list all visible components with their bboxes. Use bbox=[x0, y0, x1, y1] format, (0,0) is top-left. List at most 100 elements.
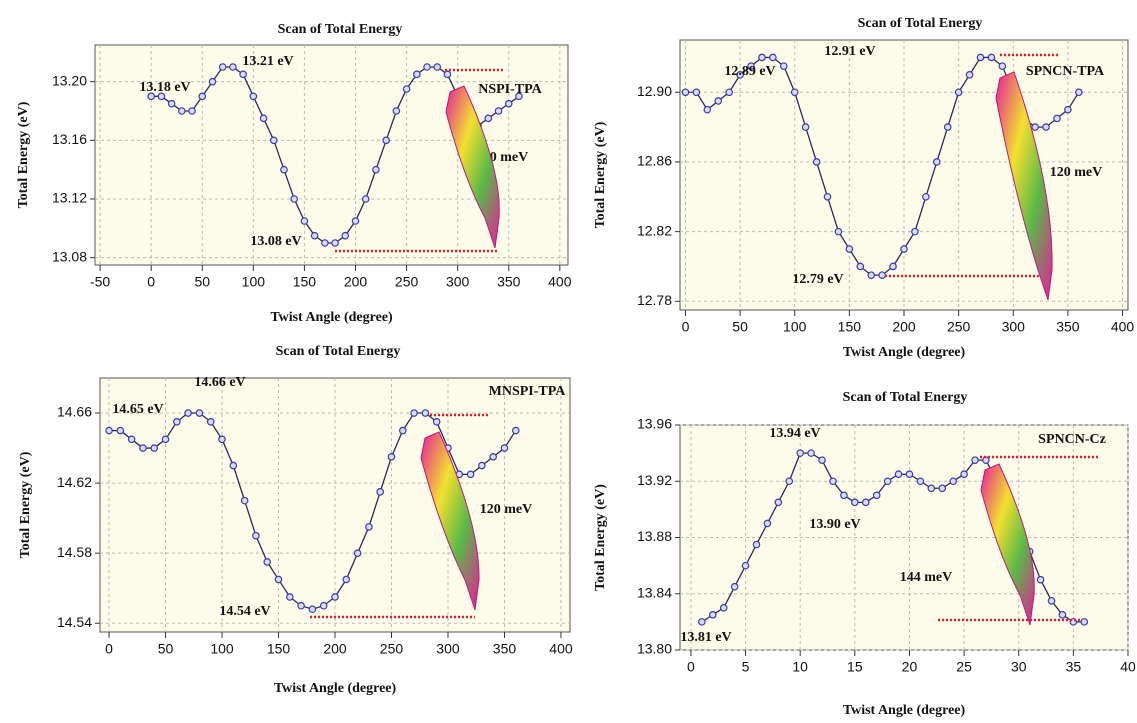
point bbox=[489, 453, 497, 461]
point bbox=[774, 498, 783, 507]
point bbox=[423, 63, 431, 71]
point bbox=[883, 477, 892, 486]
x-tick-label: 350 bbox=[1056, 319, 1080, 335]
point bbox=[851, 498, 859, 507]
point bbox=[147, 92, 155, 101]
point bbox=[218, 435, 226, 444]
x-tick-label: 100 bbox=[783, 319, 807, 335]
point bbox=[252, 531, 260, 540]
y-tick-label: 13.88 bbox=[637, 528, 672, 544]
annotation: 13.90 eV bbox=[809, 517, 860, 532]
x-tick-label: 100 bbox=[210, 641, 234, 657]
x-tick-label: 200 bbox=[892, 319, 916, 335]
point bbox=[218, 63, 227, 71]
point bbox=[818, 456, 826, 464]
x-tick-label: 250 bbox=[947, 319, 971, 335]
annotation: 13.94 eV bbox=[769, 426, 820, 441]
point bbox=[894, 470, 903, 479]
y-tick-label: 13.80 bbox=[637, 641, 672, 657]
point bbox=[259, 114, 268, 123]
point bbox=[365, 523, 373, 531]
y-tick-label: 13.96 bbox=[637, 416, 672, 432]
point bbox=[410, 409, 418, 417]
point bbox=[763, 519, 772, 528]
point bbox=[206, 417, 215, 426]
y-tick-label: 14.54 bbox=[57, 614, 92, 630]
point bbox=[861, 498, 870, 507]
point bbox=[807, 449, 815, 457]
y-tick-label: 12.90 bbox=[637, 83, 672, 99]
point bbox=[432, 417, 441, 426]
point bbox=[157, 92, 166, 101]
annotation: 14.54 eV bbox=[219, 604, 270, 619]
point bbox=[353, 549, 362, 557]
point bbox=[341, 231, 350, 240]
x-tick-label: 10 bbox=[792, 659, 808, 675]
point bbox=[342, 575, 351, 584]
point bbox=[1036, 575, 1045, 584]
y-tick-label: 12.82 bbox=[637, 222, 672, 238]
point bbox=[719, 604, 728, 612]
point bbox=[1058, 611, 1067, 619]
point bbox=[240, 496, 249, 505]
y-axis-label: Total Energy (eV) bbox=[18, 451, 33, 558]
point bbox=[905, 470, 914, 479]
point bbox=[943, 123, 952, 131]
point bbox=[511, 426, 520, 435]
y-tick-label: 13.12 bbox=[52, 190, 87, 206]
point bbox=[229, 63, 237, 71]
x-axis-label: Twist Angle (degree) bbox=[270, 310, 393, 325]
y-tick-label: 13.08 bbox=[52, 248, 87, 264]
point bbox=[413, 70, 421, 79]
point bbox=[263, 558, 272, 566]
point bbox=[681, 88, 690, 97]
point bbox=[331, 593, 339, 601]
point bbox=[308, 605, 317, 614]
point bbox=[927, 484, 936, 493]
point bbox=[1053, 114, 1061, 123]
y-axis-label: Total Energy (eV) bbox=[16, 101, 31, 208]
annotation: 13.81 eV bbox=[680, 630, 731, 645]
y-tick-label: 14.58 bbox=[57, 544, 92, 560]
point bbox=[708, 611, 717, 619]
point bbox=[872, 491, 881, 500]
x-tick-label: 250 bbox=[395, 274, 419, 290]
annotation: MNSPI-TPA bbox=[489, 384, 567, 399]
annotation: 12.91 eV bbox=[824, 44, 875, 59]
point bbox=[916, 477, 925, 486]
annotation: 12.89 eV bbox=[724, 64, 775, 79]
annotation: 13.21 eV bbox=[242, 54, 293, 69]
point bbox=[758, 53, 766, 62]
point bbox=[184, 409, 192, 417]
chart-title: Scan of Total Energy bbox=[843, 390, 968, 405]
point bbox=[790, 88, 799, 97]
point bbox=[269, 136, 278, 145]
point bbox=[785, 477, 794, 486]
point bbox=[494, 107, 503, 115]
x-tick-label: 30 bbox=[1011, 659, 1027, 675]
x-axis-label: Twist Angle (degree) bbox=[843, 345, 966, 360]
point bbox=[274, 575, 283, 584]
point bbox=[949, 477, 957, 486]
point bbox=[703, 105, 712, 114]
point bbox=[361, 195, 370, 203]
point bbox=[321, 239, 329, 247]
point bbox=[780, 62, 788, 70]
point bbox=[1064, 105, 1072, 114]
chart-title: Scan of Total Energy bbox=[276, 344, 401, 359]
x-tick-label: 300 bbox=[436, 641, 460, 657]
point bbox=[127, 435, 136, 444]
point bbox=[297, 601, 305, 610]
x-tick-label: 350 bbox=[497, 274, 521, 290]
y-tick-label: 13.84 bbox=[637, 584, 672, 600]
energy-arrow bbox=[995, 71, 1053, 301]
x-tick-label: 300 bbox=[446, 274, 470, 290]
point bbox=[188, 107, 196, 115]
y-tick-label: 13.16 bbox=[52, 131, 87, 147]
point bbox=[922, 192, 930, 201]
point bbox=[116, 426, 125, 435]
point bbox=[692, 88, 701, 97]
annotation: SPNCN-Cz bbox=[1038, 432, 1106, 447]
point bbox=[515, 92, 523, 101]
